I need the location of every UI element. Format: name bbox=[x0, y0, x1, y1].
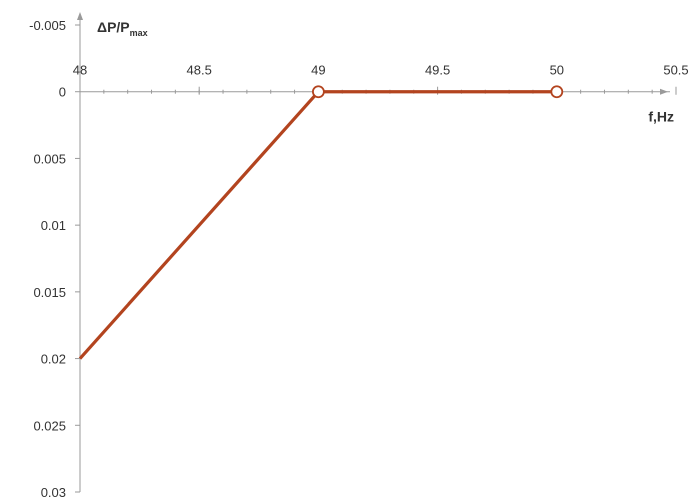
y-tick-label: 0.02 bbox=[41, 352, 66, 367]
y-tick-label: 0.005 bbox=[33, 151, 66, 166]
y-axis-arrow bbox=[77, 12, 83, 20]
series-line bbox=[78, 90, 557, 360]
data-point bbox=[550, 85, 564, 99]
y-tick-label: 0.015 bbox=[33, 285, 66, 300]
data-point bbox=[311, 85, 325, 99]
y-axis-title: ΔP/Pmax bbox=[97, 19, 148, 38]
x-axis-arrow bbox=[660, 88, 668, 95]
x-tick-label: 48.5 bbox=[187, 63, 212, 78]
x-tick-label: 49.5 bbox=[425, 63, 450, 78]
y-axis: -0.005 0 0.005 0.01 0.015 0.02 0.025 0.03 bbox=[29, 12, 83, 500]
y-tick-label: 0.01 bbox=[41, 218, 66, 233]
y-tick-label: 0.025 bbox=[33, 418, 66, 433]
y-axis-title-main: ΔP/P bbox=[97, 19, 130, 35]
y-tick-label: 0 bbox=[59, 85, 66, 100]
x-axis-title: f,Hz bbox=[648, 109, 674, 125]
x-tick-label: 49 bbox=[311, 63, 325, 78]
x-tick-label: 48 bbox=[73, 63, 87, 78]
x-tick-label: 50 bbox=[550, 63, 564, 78]
x-tick-label: 50.5 bbox=[663, 63, 688, 78]
y-tick-label: -0.005 bbox=[29, 18, 66, 33]
y-axis-title-sub: max bbox=[130, 28, 148, 38]
series bbox=[78, 85, 564, 360]
x-axis: 48 48.5 49 49.5 50 50.5 bbox=[73, 63, 689, 95]
y-tick-label: 0.03 bbox=[41, 485, 66, 500]
